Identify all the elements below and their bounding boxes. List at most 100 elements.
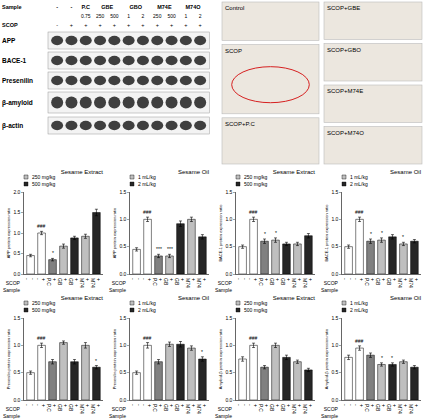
svg-text:+: + bbox=[141, 22, 144, 28]
svg-text:500 mg/kg: 500 mg/kg bbox=[32, 307, 56, 313]
svg-text:SCOP: SCOP bbox=[2, 22, 18, 28]
svg-text:+: + bbox=[127, 22, 130, 28]
svg-text:*: * bbox=[381, 355, 383, 361]
svg-text:###: ### bbox=[249, 209, 258, 215]
svg-text:500: 500 bbox=[110, 13, 119, 19]
svg-text:1: 1 bbox=[184, 13, 187, 19]
svg-text:+M74: +M74 bbox=[291, 278, 304, 288]
svg-text:SCOP+GBO: SCOP+GBO bbox=[327, 47, 361, 53]
svg-text:*: * bbox=[52, 250, 54, 256]
svg-text:###: ### bbox=[143, 209, 152, 215]
svg-text:500 mg/kg: 500 mg/kg bbox=[32, 181, 56, 187]
svg-text:Sesame Extract: Sesame Extract bbox=[61, 295, 104, 301]
svg-text:1.0: 1.0 bbox=[13, 342, 20, 348]
svg-text:250: 250 bbox=[153, 13, 162, 19]
svg-text:0.5: 0.5 bbox=[225, 369, 232, 375]
svg-text:+GB: +GB bbox=[280, 404, 293, 412]
svg-text:+M74: +M74 bbox=[90, 404, 103, 414]
svg-text:*: * bbox=[402, 234, 404, 240]
svg-text:2 mL/kg: 2 mL/kg bbox=[350, 307, 368, 313]
svg-text:1.5: 1.5 bbox=[119, 189, 126, 195]
svg-text:250 mg/kg: 250 mg/kg bbox=[244, 174, 268, 180]
svg-text:0.0: 0.0 bbox=[225, 271, 232, 277]
svg-text:+M74: +M74 bbox=[408, 404, 421, 414]
svg-text:*: * bbox=[370, 231, 372, 237]
svg-text:SCOPSample: SCOPSample bbox=[3, 406, 21, 419]
svg-text:2: 2 bbox=[199, 13, 202, 19]
svg-text:-: - bbox=[56, 4, 58, 10]
svg-text:2 mL/kg: 2 mL/kg bbox=[138, 181, 156, 187]
svg-text:500 mg/kg: 500 mg/kg bbox=[244, 181, 268, 187]
svg-text:Control: Control bbox=[225, 5, 244, 11]
svg-text:+-: +- bbox=[247, 278, 260, 281]
svg-text:-: - bbox=[71, 4, 73, 10]
svg-text:+GB: +GB bbox=[57, 404, 70, 412]
svg-text:500: 500 bbox=[167, 13, 176, 19]
svg-text:+-: +- bbox=[35, 404, 48, 407]
svg-text:+-: +- bbox=[141, 278, 154, 281]
svg-text:+-: +- bbox=[141, 404, 154, 407]
svg-text:###: ### bbox=[249, 335, 258, 341]
svg-text:1.5: 1.5 bbox=[331, 315, 338, 321]
svg-text:0.5: 0.5 bbox=[331, 369, 338, 375]
svg-text:--: -- bbox=[130, 404, 143, 406]
svg-text:2 mL/kg: 2 mL/kg bbox=[138, 307, 156, 313]
svg-text:+P.C: +P.C bbox=[258, 278, 271, 286]
svg-text:*: * bbox=[275, 230, 277, 236]
svg-text:SCOP: SCOP bbox=[225, 48, 242, 54]
svg-text:1.5: 1.5 bbox=[331, 189, 338, 195]
svg-text:Presenilin protein expression: Presenilin protein expression ratio bbox=[6, 328, 11, 389]
svg-text:###: ### bbox=[37, 335, 46, 341]
svg-text:SCOPSample: SCOPSample bbox=[3, 280, 21, 293]
svg-text:M74E: M74E bbox=[157, 4, 172, 10]
svg-text:1.0: 1.0 bbox=[119, 216, 126, 222]
svg-text:1.5: 1.5 bbox=[225, 315, 232, 321]
svg-text:+M74: +M74 bbox=[196, 278, 209, 288]
svg-text:BACE-1: BACE-1 bbox=[2, 57, 27, 64]
svg-text:###: ### bbox=[37, 223, 46, 229]
svg-text:2: 2 bbox=[142, 13, 145, 19]
svg-text:0.0: 0.0 bbox=[225, 397, 232, 403]
svg-text:1 mL/kg: 1 mL/kg bbox=[138, 174, 156, 180]
svg-text:+M74: +M74 bbox=[79, 278, 92, 288]
svg-text:250 mg/kg: 250 mg/kg bbox=[32, 300, 56, 306]
svg-text:--: -- bbox=[24, 278, 37, 280]
svg-text:+-: +- bbox=[353, 278, 366, 281]
svg-text:0.5: 0.5 bbox=[331, 243, 338, 249]
svg-text:Sesame Extract: Sesame Extract bbox=[273, 169, 316, 175]
svg-text:SCOPSample: SCOPSample bbox=[109, 406, 127, 419]
svg-text:APP: APP bbox=[2, 37, 16, 44]
svg-text:0.0: 0.0 bbox=[119, 271, 126, 277]
svg-text:+: + bbox=[98, 22, 101, 28]
svg-text:+M74: +M74 bbox=[302, 278, 315, 288]
svg-text:*: * bbox=[201, 349, 203, 355]
svg-text:Amyloid-β protein expression r: Amyloid-β protein expression ratio bbox=[324, 328, 329, 389]
svg-text:1 mL/kg: 1 mL/kg bbox=[350, 174, 368, 180]
svg-text:+GB: +GB bbox=[163, 404, 176, 412]
svg-text:+P.C: +P.C bbox=[258, 404, 271, 412]
svg-text:--: -- bbox=[236, 404, 249, 406]
svg-text:1.5: 1.5 bbox=[13, 315, 20, 321]
svg-text:0.0: 0.0 bbox=[119, 397, 126, 403]
svg-text:+GB: +GB bbox=[386, 404, 399, 412]
svg-text:M74O: M74O bbox=[186, 4, 202, 10]
svg-text:+P.C: +P.C bbox=[46, 404, 59, 412]
svg-text:+GB: +GB bbox=[269, 278, 282, 286]
svg-text:0.5: 0.5 bbox=[13, 369, 20, 375]
svg-text:1.5: 1.5 bbox=[119, 315, 126, 321]
svg-text:+M74: +M74 bbox=[291, 404, 304, 414]
svg-text:SCOPSample: SCOPSample bbox=[321, 406, 339, 419]
svg-text:+M74: +M74 bbox=[185, 404, 198, 414]
svg-text:***: *** bbox=[156, 246, 162, 252]
svg-text:+GB: +GB bbox=[57, 278, 70, 286]
svg-text:+GB: +GB bbox=[174, 278, 187, 286]
svg-text:SCOPSample: SCOPSample bbox=[215, 406, 233, 419]
svg-text:0.5: 0.5 bbox=[225, 243, 232, 249]
svg-text:0.5: 0.5 bbox=[119, 243, 126, 249]
svg-text:+P.C: +P.C bbox=[46, 278, 59, 286]
svg-text:+: + bbox=[113, 22, 116, 28]
svg-text:Presenilin: Presenilin bbox=[2, 77, 33, 84]
svg-text:0.0: 0.0 bbox=[331, 397, 338, 403]
svg-text:+: + bbox=[170, 22, 173, 28]
svg-text:+GB: +GB bbox=[163, 278, 176, 286]
